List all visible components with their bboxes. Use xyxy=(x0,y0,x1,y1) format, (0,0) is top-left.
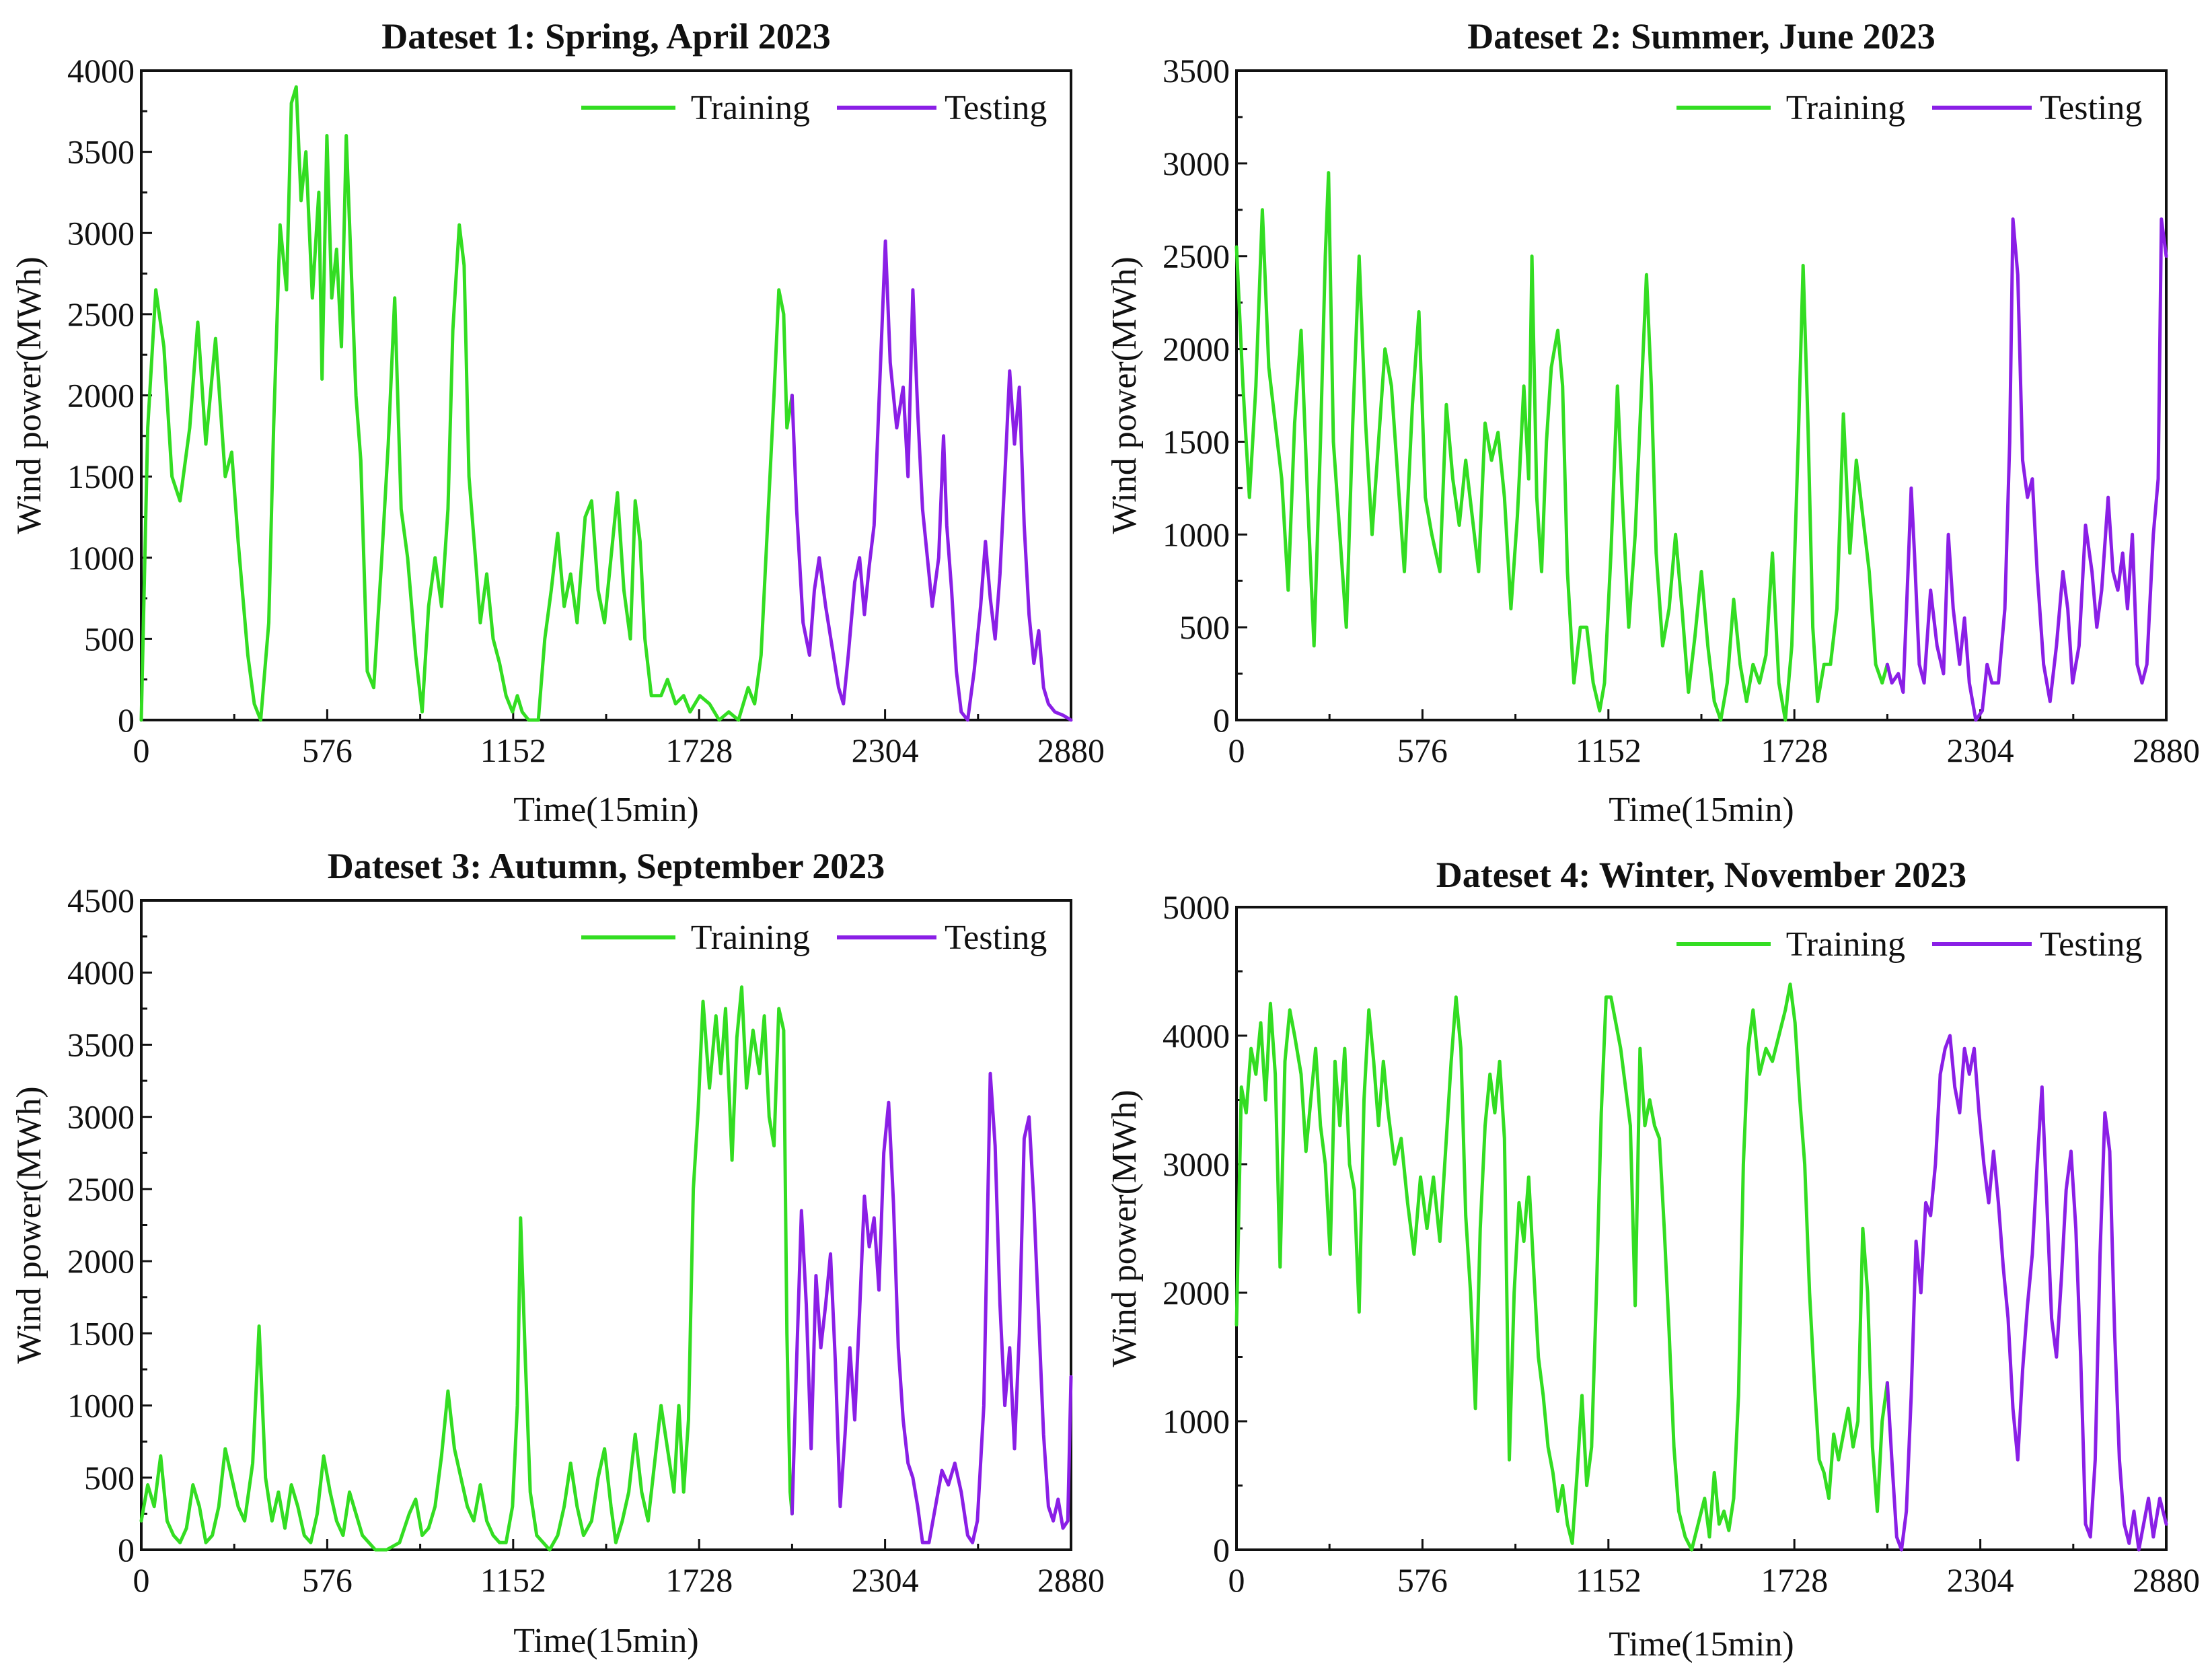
y-tick-label-4-2: 2000 xyxy=(1163,1274,1230,1312)
series-line-testing-2 xyxy=(1885,217,2168,722)
series-line-training-4 xyxy=(1234,983,1889,1552)
series-line-testing-1 xyxy=(790,239,1073,722)
chart-title-1: Dateset 1: Spring, April 2023 xyxy=(381,16,831,57)
y-tick-label-2-0: 0 xyxy=(1213,701,1230,739)
y-axis-label-3: Wind power(MWh) xyxy=(10,1086,48,1363)
x-tick-label-2-5: 2880 xyxy=(2133,731,2200,769)
x-tick-label-4-2: 1152 xyxy=(1576,1561,1642,1599)
legend-label-testing-2: Testing xyxy=(2040,89,2142,127)
y-tick-label-1-1: 500 xyxy=(84,620,135,657)
x-tick-label-1-4: 2304 xyxy=(852,731,919,769)
x-tick-label-3-4: 2304 xyxy=(852,1561,919,1599)
y-tick-label-4-3: 3000 xyxy=(1163,1145,1230,1183)
y-tick-label-2-3: 1500 xyxy=(1163,423,1230,460)
x-tick-label-2-0: 0 xyxy=(1228,731,1245,769)
y-tick-label-1-7: 3500 xyxy=(67,133,135,171)
x-tick-label-2-3: 1728 xyxy=(1761,731,1828,769)
x-tick-label-1-1: 576 xyxy=(302,731,353,769)
y-tick-label-1-6: 3000 xyxy=(67,214,135,252)
x-tick-label-3-2: 1152 xyxy=(480,1561,546,1599)
y-tick-label-3-6: 3000 xyxy=(67,1098,135,1136)
legend-label-testing-1: Testing xyxy=(945,89,1047,127)
y-tick-label-1-0: 0 xyxy=(118,701,135,739)
x-axis-label-1: Time(15min) xyxy=(513,791,698,829)
y-tick-label-4-5: 5000 xyxy=(1163,888,1230,926)
chart-title-2: Dateset 2: Summer, June 2023 xyxy=(1467,16,1935,57)
y-tick-label-2-5: 2500 xyxy=(1163,238,1230,275)
y-tick-label-3-3: 1500 xyxy=(67,1314,135,1352)
chart-title-3: Dateset 3: Autumn, September 2023 xyxy=(328,846,885,886)
y-tick-label-2-4: 2000 xyxy=(1163,330,1230,368)
plot-frame-4 xyxy=(1235,906,2168,1551)
y-axis-label-4: Wind power(MWh) xyxy=(1105,1089,1144,1367)
x-tick-label-2-2: 1152 xyxy=(1576,731,1642,769)
y-tick-label-1-8: 4000 xyxy=(67,52,135,90)
y-tick-label-1-4: 2000 xyxy=(67,377,135,415)
x-tick-label-3-5: 2880 xyxy=(1037,1561,1105,1599)
series-line-testing-4 xyxy=(1885,1034,2168,1552)
y-tick-label-4-1: 1000 xyxy=(1163,1402,1230,1440)
y-tick-label-3-5: 2500 xyxy=(67,1170,135,1208)
series-line-training-3 xyxy=(139,985,794,1552)
y-tick-label-2-6: 3000 xyxy=(1163,145,1230,182)
x-tick-label-4-4: 2304 xyxy=(1947,1561,2014,1599)
x-axis-label-4: Time(15min) xyxy=(1609,1625,1794,1664)
x-tick-label-1-3: 1728 xyxy=(665,731,733,769)
x-tick-label-2-4: 2304 xyxy=(1947,731,2014,769)
y-tick-label-3-0: 0 xyxy=(118,1531,135,1569)
y-tick-label-3-8: 4000 xyxy=(67,954,135,991)
x-tick-label-3-3: 1728 xyxy=(665,1561,733,1599)
series-line-testing-3 xyxy=(790,1071,1073,1544)
y-tick-label-1-3: 1500 xyxy=(67,458,135,495)
y-tick-label-3-1: 500 xyxy=(84,1459,135,1497)
series-line-training-1 xyxy=(139,85,794,722)
y-tick-label-2-7: 3500 xyxy=(1163,52,1230,90)
plot-frame-2 xyxy=(1235,69,2168,721)
legend-label-training-1: Training xyxy=(691,89,810,127)
y-axis-label-1: Wind power(MWh) xyxy=(10,256,48,534)
x-tick-label-4-3: 1728 xyxy=(1761,1561,1828,1599)
x-axis-label-3: Time(15min) xyxy=(513,1622,698,1660)
y-axis-label-2: Wind power(MWh) xyxy=(1105,256,1144,534)
x-tick-label-3-0: 0 xyxy=(133,1561,150,1599)
y-tick-label-3-9: 4500 xyxy=(67,882,135,919)
y-tick-label-2-2: 1000 xyxy=(1163,515,1230,553)
y-tick-label-1-5: 2500 xyxy=(67,295,135,333)
x-tick-label-4-0: 0 xyxy=(1228,1561,1245,1599)
x-tick-label-3-1: 576 xyxy=(302,1561,353,1599)
y-tick-label-4-4: 4000 xyxy=(1163,1017,1230,1055)
x-tick-label-1-2: 1152 xyxy=(480,731,546,769)
y-tick-label-3-7: 3500 xyxy=(67,1026,135,1063)
y-tick-label-4-0: 0 xyxy=(1213,1531,1230,1569)
y-tick-label-2-1: 500 xyxy=(1179,608,1230,646)
x-tick-label-1-5: 2880 xyxy=(1037,731,1105,769)
legend-label-testing-3: Testing xyxy=(945,919,1047,957)
x-tick-label-1-0: 0 xyxy=(133,731,150,769)
x-tick-label-4-5: 2880 xyxy=(2133,1561,2200,1599)
x-tick-label-2-1: 576 xyxy=(1397,731,1448,769)
legend-label-training-4: Training xyxy=(1786,925,1905,964)
chart-title-4: Dateset 4: Winter, November 2023 xyxy=(1436,855,1966,895)
legend-label-training-2: Training xyxy=(1786,89,1905,127)
y-tick-label-3-2: 1000 xyxy=(67,1387,135,1425)
x-tick-label-4-1: 576 xyxy=(1397,1561,1448,1599)
x-axis-label-2: Time(15min) xyxy=(1609,791,1794,829)
legend-label-training-3: Training xyxy=(691,919,810,957)
y-tick-label-3-4: 2000 xyxy=(67,1242,135,1280)
y-tick-label-1-2: 1000 xyxy=(67,539,135,577)
series-line-training-2 xyxy=(1234,171,1889,722)
legend-label-testing-4: Testing xyxy=(2040,925,2142,964)
